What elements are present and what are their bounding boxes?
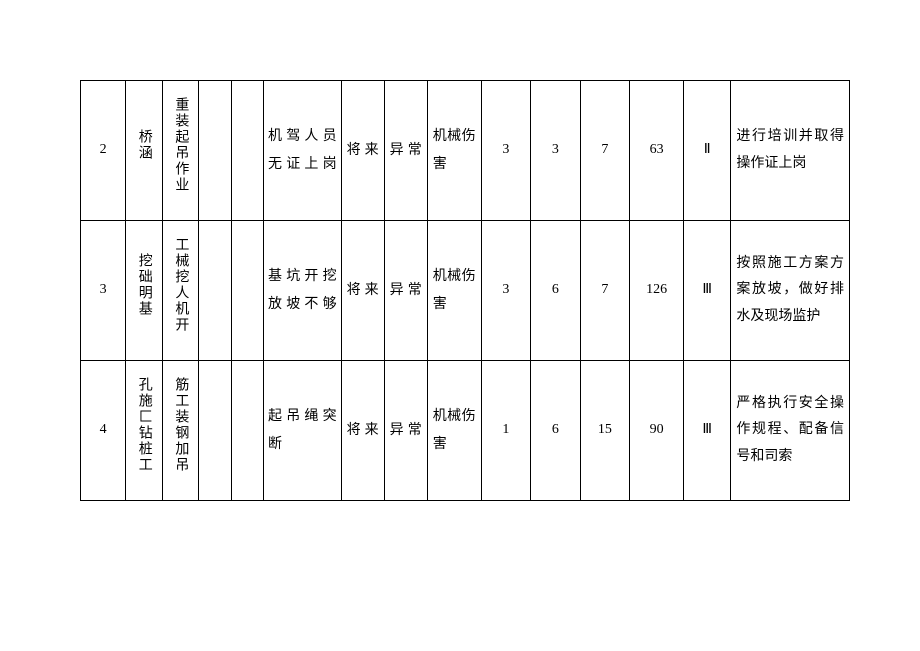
cell-n2: 6 xyxy=(531,221,581,361)
cell-n2: 3 xyxy=(531,81,581,221)
cell-n2: 6 xyxy=(531,361,581,501)
cell-num: 3 xyxy=(81,221,126,361)
cell-n4: 63 xyxy=(630,81,684,221)
cell-n3: 7 xyxy=(580,81,630,221)
cell-c5 xyxy=(231,361,263,501)
cell-state: 异常 xyxy=(384,81,427,221)
cell-hazard: 机驾人员无证上岗 xyxy=(264,81,342,221)
cell-n3: 15 xyxy=(580,361,630,501)
cell-c4 xyxy=(199,361,231,501)
table-body: 2 桥涵 重装起吊作业 机驾人员无证上岗 将来 异常 机械伤害 3 3 7 63… xyxy=(81,81,850,501)
cell-consequence: 机械伤害 xyxy=(427,81,481,221)
cell-c2: 孔施匚钻桩工 xyxy=(126,361,163,501)
cell-state: 异常 xyxy=(384,361,427,501)
cell-c2: 桥涵 xyxy=(126,81,163,221)
cell-consequence: 机械伤害 xyxy=(427,221,481,361)
cell-c2: 挖础明基 xyxy=(126,221,163,361)
cell-measure: 严格执行安全操作规程、配备信号和司索 xyxy=(731,361,850,501)
cell-n1: 1 xyxy=(481,361,531,501)
cell-c3: 筋工装钢加吊 xyxy=(162,361,199,501)
cell-measure: 进行培训并取得操作证上岗 xyxy=(731,81,850,221)
cell-n4: 126 xyxy=(630,221,684,361)
table-row: 4 孔施匚钻桩工 筋工装钢加吊 起吊绳突断 将来 异常 机械伤害 1 6 15 … xyxy=(81,361,850,501)
cell-c4 xyxy=(199,81,231,221)
cell-hazard: 基坑开挖放坡不够 xyxy=(264,221,342,361)
cell-level: Ⅱ xyxy=(684,81,731,221)
cell-hazard: 起吊绳突断 xyxy=(264,361,342,501)
cell-level: Ⅲ xyxy=(684,221,731,361)
cell-state: 异常 xyxy=(384,221,427,361)
cell-n1: 3 xyxy=(481,221,531,361)
cell-c5 xyxy=(231,81,263,221)
table-row: 2 桥涵 重装起吊作业 机驾人员无证上岗 将来 异常 机械伤害 3 3 7 63… xyxy=(81,81,850,221)
cell-time: 将来 xyxy=(341,221,384,361)
cell-num: 2 xyxy=(81,81,126,221)
cell-n4: 90 xyxy=(630,361,684,501)
cell-time: 将来 xyxy=(341,361,384,501)
cell-time: 将来 xyxy=(341,81,384,221)
document-page: 2 桥涵 重装起吊作业 机驾人员无证上岗 将来 异常 机械伤害 3 3 7 63… xyxy=(0,0,920,651)
cell-num: 4 xyxy=(81,361,126,501)
cell-c3: 工械挖人机开 xyxy=(162,221,199,361)
cell-n1: 3 xyxy=(481,81,531,221)
cell-level: Ⅲ xyxy=(684,361,731,501)
cell-c3: 重装起吊作业 xyxy=(162,81,199,221)
cell-n3: 7 xyxy=(580,221,630,361)
cell-measure: 按照施工方案方案放坡，做好排水及现场监护 xyxy=(731,221,850,361)
cell-c5 xyxy=(231,221,263,361)
risk-table: 2 桥涵 重装起吊作业 机驾人员无证上岗 将来 异常 机械伤害 3 3 7 63… xyxy=(80,80,850,501)
cell-c4 xyxy=(199,221,231,361)
cell-consequence: 机械伤害 xyxy=(427,361,481,501)
table-row: 3 挖础明基 工械挖人机开 基坑开挖放坡不够 将来 异常 机械伤害 3 6 7 … xyxy=(81,221,850,361)
